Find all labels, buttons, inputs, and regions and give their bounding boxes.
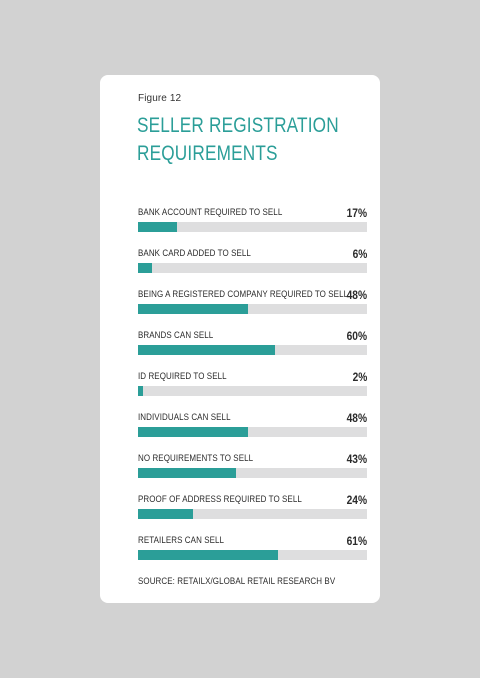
bar-row: INDIVIDUALS CAN SELL 48% (138, 411, 367, 453)
bar (138, 468, 237, 478)
bar (138, 263, 152, 273)
bar-label: NO REQUIREMENTS TO SELL (138, 453, 254, 464)
bar (138, 509, 193, 519)
bar-value-label: 61% (346, 534, 367, 548)
bar-label: PROOF OF ADDRESS REQUIRED TO SELL (138, 494, 302, 505)
bar-row: PROOF OF ADDRESS REQUIRED TO SELL 24% (138, 493, 367, 535)
bar-value-label: 60% (346, 329, 367, 343)
bar-row: NO REQUIREMENTS TO SELL 43% (138, 452, 367, 494)
bar-label: RETAILERS CAN SELL (138, 535, 225, 546)
bar (138, 222, 177, 232)
bar-value-label: 24% (346, 493, 367, 507)
bar-label: BEING A REGISTERED COMPANY REQUIRED TO S… (138, 289, 349, 300)
bar-track (138, 550, 367, 560)
bar-value-label: 48% (346, 411, 367, 425)
bar-row: RETAILERS CAN SELL 61% (138, 534, 367, 576)
bar-track (138, 427, 367, 437)
bar-track (138, 386, 367, 396)
bar-row: BRANDS CAN SELL 60% (138, 329, 367, 371)
bar-row: BANK CARD ADDED TO SELL 6% (138, 247, 367, 289)
bar-track (138, 304, 367, 314)
bar-row: BANK ACCOUNT REQUIRED TO SELL 17% (138, 206, 367, 248)
chart-title-line-1: SELLER REGISTRATION (137, 114, 339, 137)
bar-value-label: 48% (346, 288, 367, 302)
bar-track (138, 468, 367, 478)
chart-title-line-2: REQUIREMENTS (137, 142, 278, 165)
bar-label: ID REQUIRED TO SELL (138, 371, 227, 382)
bar-label: BRANDS CAN SELL (138, 330, 214, 341)
bar-value-label: 43% (346, 452, 367, 466)
bar-value-label: 6% (352, 247, 367, 261)
chart-card: Figure 12 SELLER REGISTRATION REQUIREMEN… (100, 75, 380, 603)
bar-track (138, 345, 367, 355)
bar (138, 304, 248, 314)
bar-track (138, 222, 367, 232)
bar (138, 550, 278, 560)
bar-value-label: 2% (352, 370, 367, 384)
bar (138, 345, 276, 355)
source-note: SOURCE: RETAILX/GLOBAL RETAIL RESEARCH B… (138, 576, 336, 587)
bar-row: BEING A REGISTERED COMPANY REQUIRED TO S… (138, 288, 367, 330)
bar-chart: BANK ACCOUNT REQUIRED TO SELL 17% BANK CAR… (138, 206, 367, 576)
bar-label: BANK ACCOUNT REQUIRED TO SELL (138, 207, 283, 218)
bar-track (138, 263, 367, 273)
bar-label: INDIVIDUALS CAN SELL (138, 412, 231, 423)
bar-row: ID REQUIRED TO SELL 2% (138, 370, 367, 412)
chart-title: SELLER REGISTRATION REQUIREMENTS (137, 112, 339, 168)
bar (138, 427, 248, 437)
figure-label: Figure 12 (138, 93, 182, 104)
bar (138, 386, 143, 396)
bar-label: BANK CARD ADDED TO SELL (138, 248, 251, 259)
bar-track (138, 509, 367, 519)
bar-value-label: 17% (346, 206, 367, 220)
